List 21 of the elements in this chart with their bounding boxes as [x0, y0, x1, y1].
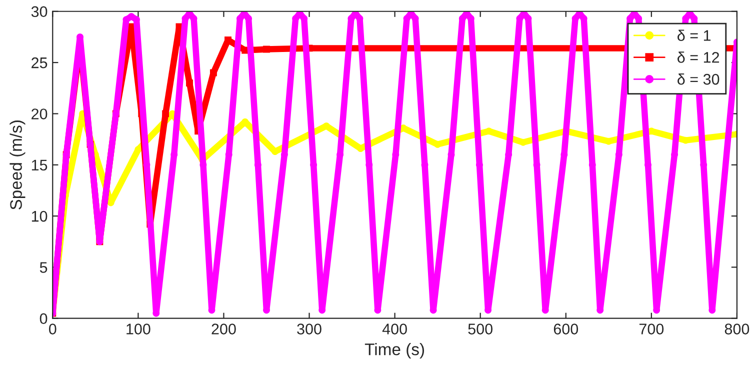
y-tick-label: 0	[40, 313, 48, 324]
y-tick-label: 25	[32, 57, 48, 68]
x-tick-label: 800	[724, 324, 750, 334]
x-tick-label: 300	[297, 324, 322, 334]
x-tick-label: 600	[554, 324, 578, 334]
x-tick-label: 200	[212, 324, 236, 334]
legend-label: δ = 12	[678, 52, 720, 63]
y-axis-title: Speed (m/s)	[10, 120, 26, 210]
x-tick-label: 400	[382, 324, 407, 334]
y-tick-label: 5	[40, 262, 48, 273]
y-tick-label: 30	[31, 6, 48, 18]
x-axis-title: Time (s)	[364, 343, 424, 359]
y-tick-label: 10	[32, 210, 48, 222]
x-tick-label: 700	[639, 324, 664, 334]
y-tick-label: 20	[32, 108, 48, 120]
legend-label: δ = 30	[678, 73, 720, 85]
x-tick-label: 0	[48, 324, 56, 334]
x-tick-label: 100	[126, 324, 150, 334]
x-tick-label: 500	[468, 324, 492, 334]
y-tick-label: 15	[32, 160, 48, 171]
legend-label: δ = 1	[678, 30, 711, 41]
